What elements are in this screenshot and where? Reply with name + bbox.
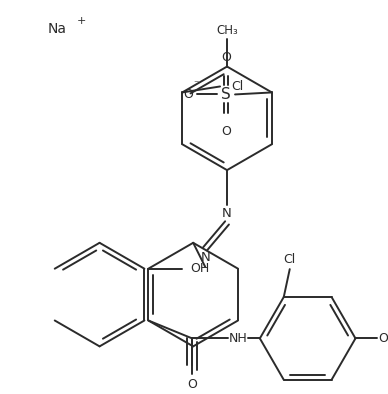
Text: N: N [200, 251, 210, 264]
Text: ⁻: ⁻ [194, 80, 199, 89]
Text: N: N [222, 207, 232, 220]
Text: OH: OH [191, 262, 210, 275]
Text: Cl: Cl [284, 253, 296, 266]
Text: O: O [378, 332, 388, 345]
Text: O: O [221, 125, 231, 138]
Text: S: S [221, 87, 231, 102]
Text: CH₃: CH₃ [216, 24, 238, 37]
Text: O: O [183, 88, 193, 101]
Text: Na: Na [48, 22, 67, 36]
Text: O: O [187, 378, 197, 391]
Text: O: O [221, 51, 231, 64]
Text: Cl: Cl [231, 80, 243, 93]
Text: +: + [77, 16, 86, 26]
Text: NH: NH [229, 332, 247, 345]
